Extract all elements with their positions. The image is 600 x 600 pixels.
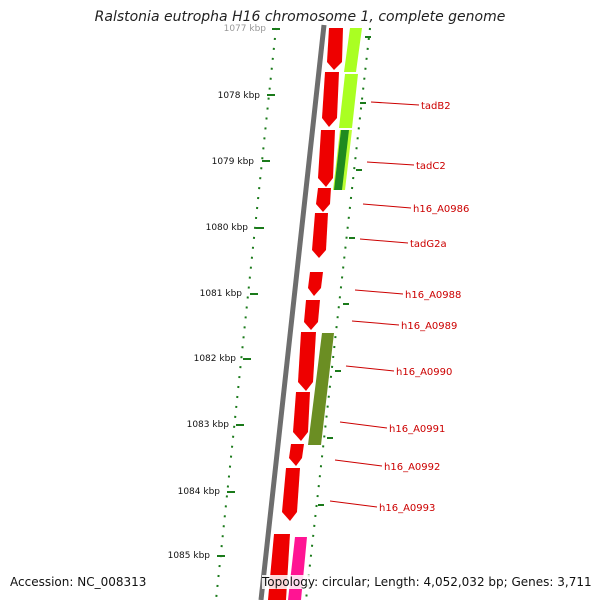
leader-h16-A0988 — [354, 289, 404, 295]
leader-h16-A0986 — [362, 203, 412, 209]
gene-label-h16-A0993[interactable]: h16_A0993 — [379, 503, 435, 514]
gene-labels: tadB2 tadC2 h16_A0986 tadG2a h16_A0988 h… — [379, 101, 469, 514]
gene-arrow-7 — [304, 300, 320, 330]
chromosome-backbone — [258, 24, 327, 600]
scale-label-1080: 1080 kbp — [206, 223, 249, 233]
scale-label-1082: 1082 kbp — [194, 354, 237, 364]
leader-h16-A0992 — [334, 459, 383, 467]
gene-label-h16-A0990[interactable]: h16_A0990 — [396, 367, 452, 378]
gene-arrow-6 — [308, 272, 323, 296]
gene-arrow-9 — [293, 392, 310, 441]
scale-label-1077: 1077 kbp — [224, 24, 267, 34]
gene-arrow-11 — [282, 468, 300, 521]
gene-label-tadG2a[interactable]: tadG2a — [410, 239, 447, 250]
gene-arrow-1 — [327, 28, 343, 70]
gene-label-h16-A0992[interactable]: h16_A0992 — [384, 462, 440, 473]
scale-label-1083: 1083 kbp — [187, 420, 230, 430]
gene-arrow-8 — [298, 332, 316, 391]
scale-label-1081: 1081 kbp — [200, 289, 243, 299]
leader-tadB2 — [370, 101, 420, 106]
gene-arrow-2 — [322, 72, 339, 127]
leader-h16-A0991 — [339, 421, 388, 429]
scale-labels: 1077 kbp 1078 kbp 1079 kbp 1080 kbp 1081… — [168, 24, 267, 561]
feature-light-green-1 — [344, 28, 362, 72]
gene-arrows — [268, 28, 343, 600]
leader-h16-A0990 — [345, 365, 395, 372]
accession-text: Accession: NC_008313 — [10, 575, 147, 589]
scale-dotted-arc-left — [215, 27, 277, 600]
gene-label-h16-A0986[interactable]: h16_A0986 — [413, 204, 469, 215]
gene-arrow-12 — [268, 534, 290, 600]
gene-position-ticks — [318, 36, 371, 506]
gene-label-tadC2[interactable]: tadC2 — [416, 161, 446, 172]
gene-arrow-3 — [318, 130, 335, 187]
leader-h16-A0993 — [329, 500, 378, 508]
gene-arrow-5 — [312, 213, 328, 258]
scale-label-1085: 1085 kbp — [168, 551, 211, 561]
gene-arrow-10 — [289, 444, 304, 466]
gene-arrow-4 — [316, 188, 331, 212]
map-title: Ralstonia eutropha H16 chromosome 1, com… — [94, 9, 506, 25]
scale-label-1084: 1084 kbp — [178, 487, 221, 497]
leader-h16-A0989 — [351, 320, 400, 326]
scale-label-1079: 1079 kbp — [212, 157, 255, 167]
gene-label-h16-A0989[interactable]: h16_A0989 — [401, 321, 457, 332]
gene-label-tadB2[interactable]: tadB2 — [421, 101, 451, 112]
feature-olive — [308, 333, 334, 445]
scale-ticks — [217, 28, 280, 557]
feature-pink — [288, 537, 307, 600]
leader-tadC2 — [366, 161, 415, 166]
genome-summary-text: Topology: circular; Length: 4,052,032 bp… — [262, 575, 592, 589]
scale-label-1078: 1078 kbp — [218, 91, 261, 101]
feature-light-green-2 — [339, 74, 358, 128]
gene-label-h16-A0991[interactable]: h16_A0991 — [389, 424, 445, 435]
leader-tadG2a — [359, 238, 409, 244]
feature-dark-green — [334, 130, 349, 190]
gene-label-leaders — [329, 101, 420, 508]
gene-label-h16-A0988[interactable]: h16_A0988 — [405, 290, 461, 301]
